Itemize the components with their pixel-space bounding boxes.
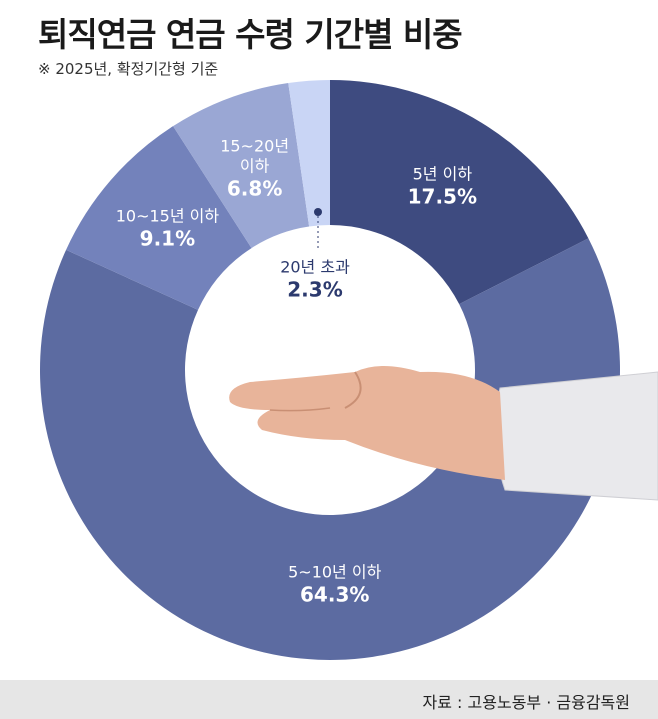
title: 퇴직연금 연금 수령 기간별 비중 [38, 15, 463, 54]
slice-label: 10~15년 이하 9.1% [87, 207, 247, 252]
category-label: 15~20년 이하 [220, 136, 290, 176]
wedge [173, 83, 310, 249]
category-label: 20년 초과 [280, 257, 350, 277]
slice-label: 15~20년 이하 6.8% [215, 136, 295, 201]
category-label: 5~10년 이하 [288, 562, 382, 582]
wedge [288, 80, 330, 227]
wedge [39, 238, 621, 660]
value-label: 64.3% [300, 582, 370, 607]
category-label: 5년 이하 [412, 164, 473, 184]
slice-label: 5년 이하 17.5% [362, 164, 522, 209]
wedge [66, 126, 252, 310]
value-label: 6.8% [226, 176, 283, 201]
value-label: 2.3% [287, 277, 343, 302]
leader-dot [314, 208, 322, 216]
value-label: 9.1% [139, 226, 196, 251]
source: 자료 : 고용노동부 · 금융감독원 [422, 693, 630, 712]
wedges [39, 80, 621, 660]
footer: 자료 : 고용노동부 · 금융감독원 [0, 680, 658, 719]
wedge [330, 80, 589, 305]
category-label: 10~15년 이하 [115, 206, 220, 226]
hand-illustration [229, 366, 658, 501]
slice-label: 20년 초과 2.3% [235, 258, 395, 303]
chart [39, 80, 658, 660]
value-label: 17.5% [407, 184, 478, 209]
slice-label: 5~10년 이하 64.3% [255, 562, 415, 607]
subtitle: ※ 2025년, 확정기간형 기준 [38, 60, 219, 78]
